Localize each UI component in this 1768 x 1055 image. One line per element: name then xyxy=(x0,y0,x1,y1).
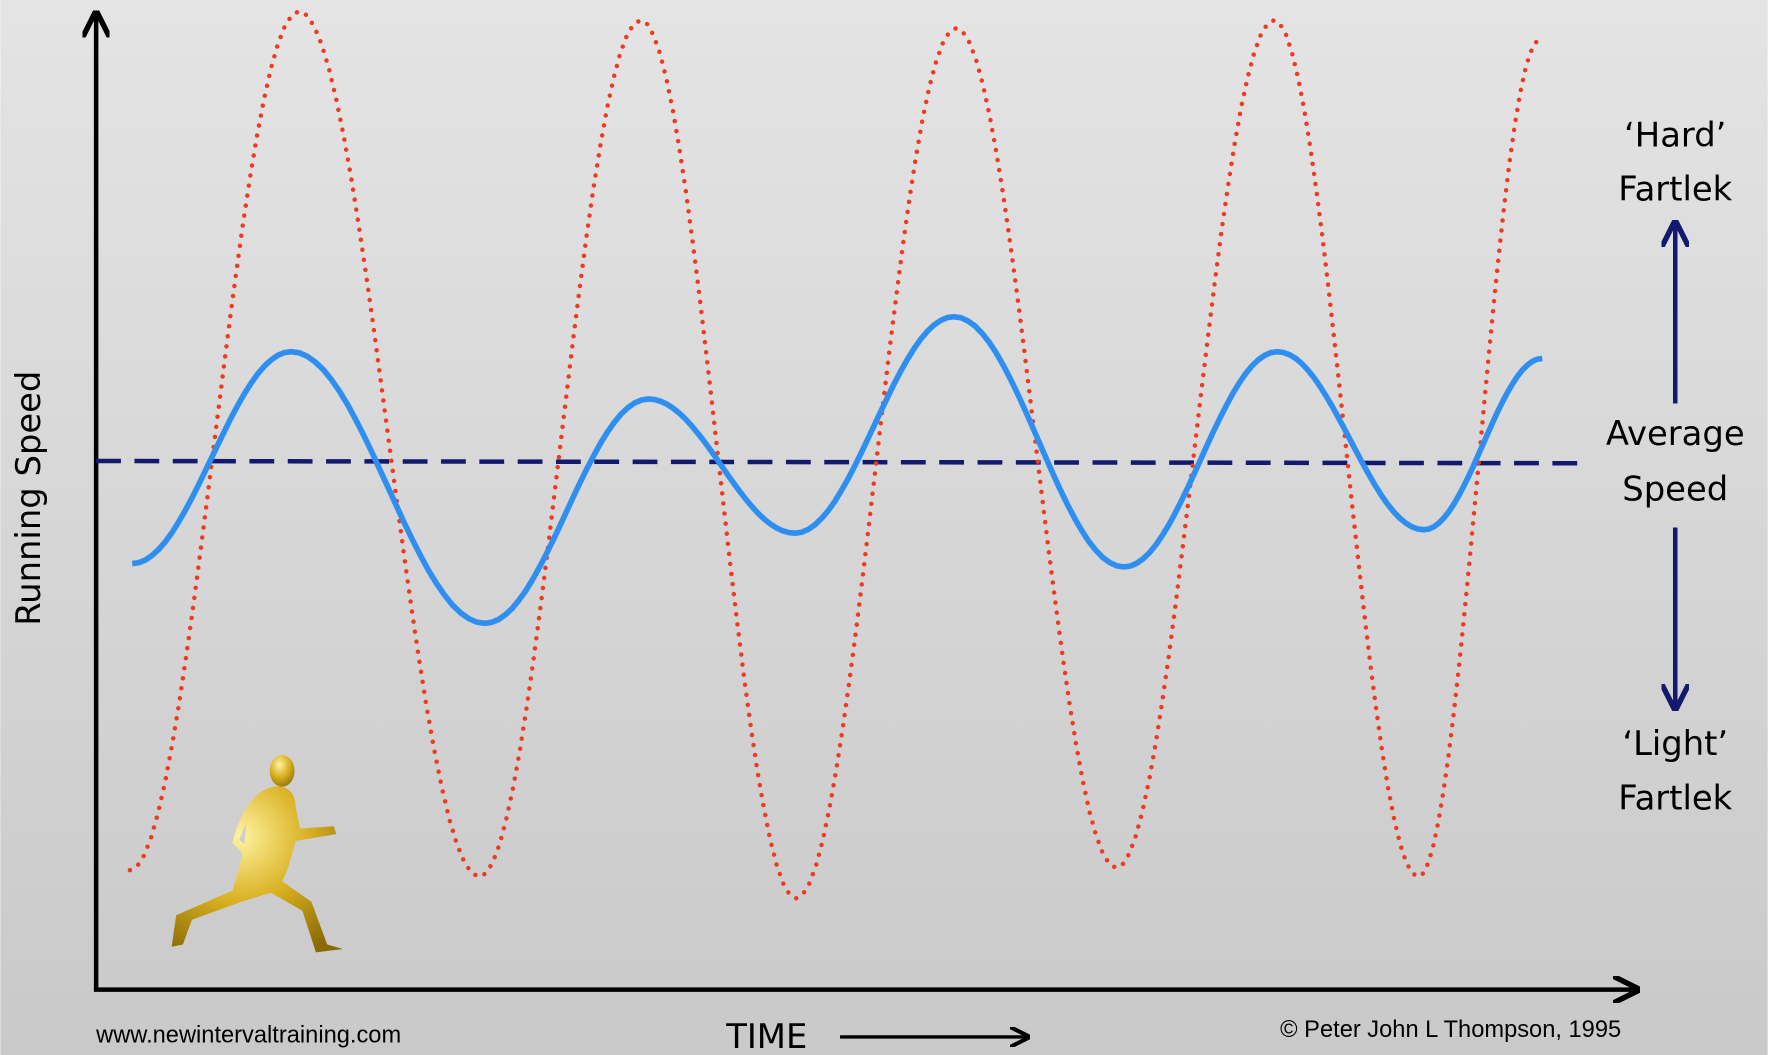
x-axis-label: TIME xyxy=(725,1017,807,1055)
average-label: Average xyxy=(1606,414,1745,453)
page: Running Speed TIME www.newintervaltraini… xyxy=(0,0,1768,1055)
website: www.newintervaltraining.com xyxy=(95,1023,401,1049)
hard-label: Fartlek xyxy=(1618,170,1732,209)
average-label: Speed xyxy=(1622,469,1728,508)
copyright: © Peter John L Thompson, 1995 xyxy=(1280,1017,1621,1043)
light-label: ‘Light’ xyxy=(1622,724,1728,763)
hard-label: ‘Hard’ xyxy=(1624,116,1726,155)
y-axis-label: Running Speed xyxy=(9,371,48,626)
light-label: Fartlek xyxy=(1618,778,1732,817)
diagram: Running Speed TIME www.newintervaltraini… xyxy=(0,0,1768,1055)
background xyxy=(0,0,1767,1055)
